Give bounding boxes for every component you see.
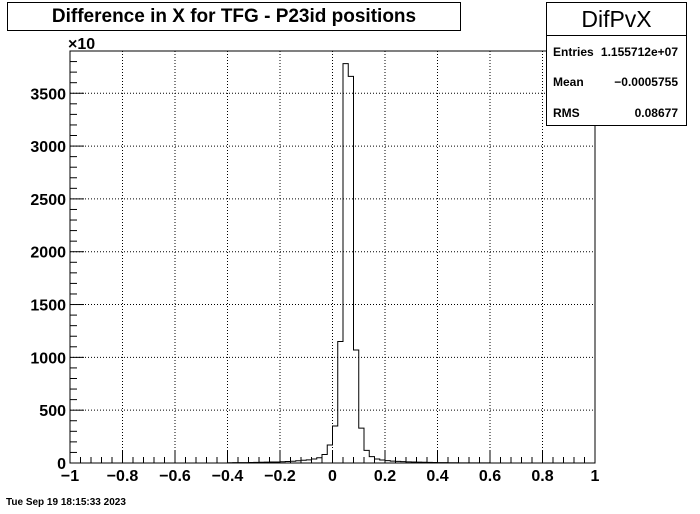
histogram-bin bbox=[312, 459, 317, 463]
x-tick-label: 0.4 bbox=[426, 468, 448, 485]
histogram-bin bbox=[354, 350, 359, 463]
y-tick-label: 2000 bbox=[30, 245, 66, 262]
x-tick-label: −0.4 bbox=[212, 468, 244, 485]
histogram-bin bbox=[317, 458, 322, 463]
stats-label: Mean bbox=[553, 75, 584, 89]
y-tick-label: 500 bbox=[39, 403, 66, 420]
stats-value: 1.155712e+07 bbox=[600, 45, 678, 59]
stats-label: Entries bbox=[553, 45, 594, 59]
stats-box: DifPvX Entries 1.155712e+07 Mean −0.0005… bbox=[546, 2, 687, 126]
histogram-bin bbox=[364, 450, 369, 463]
grid-lines bbox=[70, 51, 595, 463]
x-tick-label: 0.2 bbox=[374, 468, 396, 485]
histogram-bin bbox=[343, 64, 348, 463]
y-tick-label: 1000 bbox=[30, 350, 66, 367]
histogram-bin bbox=[375, 459, 380, 463]
x-tick-label: −0.2 bbox=[264, 468, 296, 485]
stats-value: 0.08677 bbox=[634, 106, 678, 120]
x-tick-label: 1 bbox=[591, 468, 600, 485]
x-tick-label: −0.8 bbox=[107, 468, 139, 485]
histogram-bin bbox=[327, 445, 332, 463]
stats-histogram-name: DifPvX bbox=[547, 3, 686, 36]
plot-frame bbox=[69, 50, 596, 464]
x-tick-label: 0 bbox=[328, 468, 337, 485]
x-axis-ticks: −1 −0.8 −0.6 −0.4 −0.2 0 0.2 0.4 0.6 0.8 1 bbox=[61, 451, 600, 485]
chart-title: Difference in X for TFG - P23id position… bbox=[51, 5, 417, 27]
x-tick-label: −1 bbox=[61, 468, 79, 485]
histogram-bin bbox=[322, 455, 327, 463]
x-tick-label: −0.6 bbox=[159, 468, 191, 485]
y-tick-label: 1500 bbox=[30, 298, 66, 315]
y-tick-label: 3500 bbox=[30, 86, 66, 103]
histogram-bin bbox=[348, 76, 353, 463]
x-tick-label: 0.6 bbox=[479, 468, 501, 485]
x-tick-label: 0.8 bbox=[531, 468, 553, 485]
y-tick-label: 3000 bbox=[30, 139, 66, 156]
stats-value: −0.0005755 bbox=[614, 75, 678, 89]
y-tick-label: 2500 bbox=[30, 192, 66, 209]
histogram-bin bbox=[369, 457, 374, 463]
timestamp: Tue Sep 19 18:15:33 2023 bbox=[6, 497, 126, 508]
y-tick-label: 0 bbox=[57, 456, 66, 473]
stats-row-mean: Mean −0.0005755 bbox=[553, 73, 678, 91]
stats-row-entries: Entries 1.155712e+07 bbox=[553, 43, 678, 61]
stats-label: RMS bbox=[553, 106, 580, 120]
histogram-bin bbox=[359, 428, 364, 463]
histogram-bin bbox=[338, 342, 343, 463]
chart-title-box: Difference in X for TFG - P23id position… bbox=[7, 2, 461, 31]
histogram-bin bbox=[333, 426, 338, 463]
stats-row-rms: RMS 0.08677 bbox=[553, 104, 678, 122]
y-axis-multiplier-label: ×10 bbox=[68, 36, 95, 53]
y-axis-ticks: 0 500 1000 1500 2000 2500 3000 3500 bbox=[30, 61, 84, 473]
